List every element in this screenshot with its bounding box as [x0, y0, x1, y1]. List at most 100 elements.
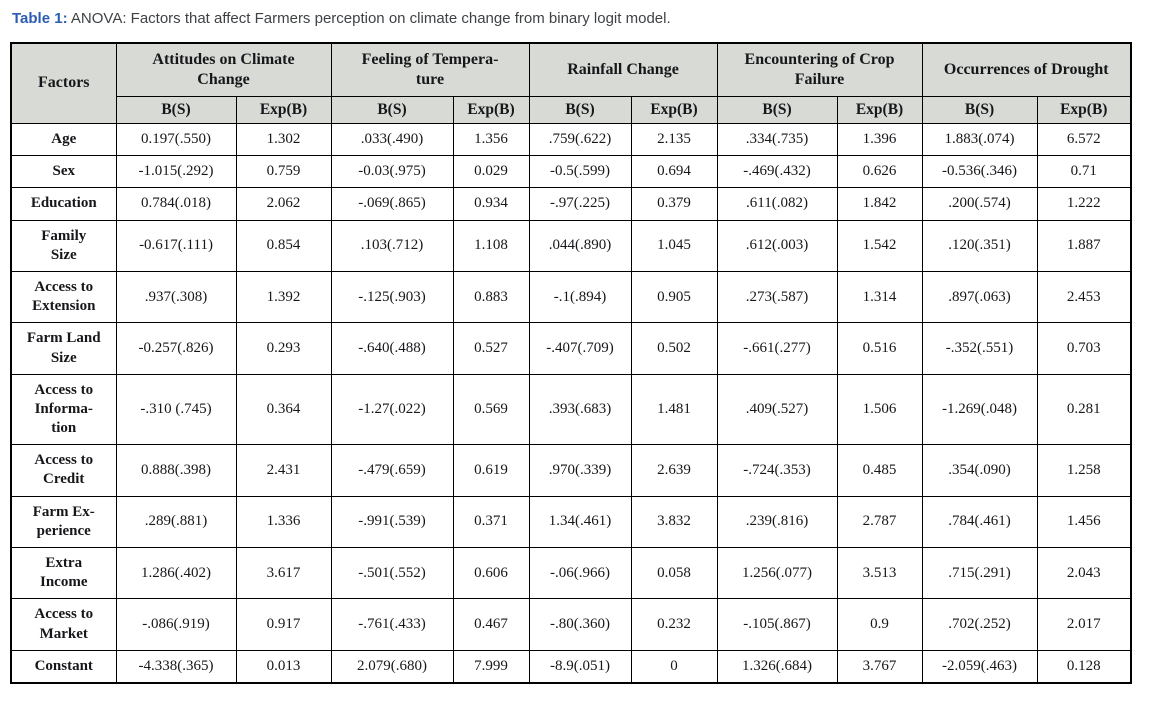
value-cell: -.086(.919): [115, 598, 237, 651]
expb-column-header: Exp(B): [452, 96, 530, 124]
value-cell: 0.883: [452, 270, 530, 324]
value-cell: 3.832: [630, 495, 718, 549]
value-cell: 0: [630, 649, 718, 684]
value-cell: -.469(.432): [716, 155, 838, 189]
factors-column-header: Factors: [10, 42, 117, 124]
column-group-header: Occurrences of Drought: [921, 42, 1132, 97]
column-group-header: Rainfall Change: [528, 42, 718, 97]
table-caption: Table 1: ANOVA: Factors that affect Farm…: [12, 9, 1142, 29]
header-group-row: Factors Attitudes on Climate Change Feeli…: [10, 42, 1132, 124]
factor-label: Constant: [10, 649, 117, 684]
table-caption-text: ANOVA: Factors that affect Farmers perce…: [67, 10, 671, 27]
value-cell: 0.934: [452, 187, 530, 221]
value-cell: 0.759: [235, 155, 332, 189]
value-cell: .970(.339): [528, 444, 632, 497]
value-cell: .409(.527): [716, 373, 838, 446]
value-cell: -0.5(.599): [528, 155, 632, 189]
table-row: Access to Credit 0.888(.398) 2.431 -.479(.…: [10, 444, 1132, 497]
value-cell: -0.257(.826): [115, 322, 237, 375]
value-cell: 2.017: [1036, 598, 1132, 651]
value-cell: -.069(.865): [330, 187, 454, 221]
value-cell: 0.502: [630, 322, 718, 375]
value-cell: -.991(.539): [330, 495, 454, 549]
value-cell: 1.392: [235, 270, 332, 324]
expb-column-header: Exp(B): [836, 96, 923, 124]
table-row: Access to Market -.086(.919) 0.917 -.761(.…: [10, 598, 1132, 651]
value-cell: 2.135: [630, 122, 718, 157]
value-cell: 1.256(.077): [716, 546, 838, 600]
value-cell: .239(.816): [716, 495, 838, 549]
value-cell: .200(.574): [921, 187, 1038, 221]
bs-column-header: B(S): [921, 96, 1038, 124]
table-row: Family Size -0.617(.111) 0.854.103(.712) 1…: [10, 219, 1132, 272]
table-row: Farm Ex- perience .289(.881) 1.336 -.991(.…: [10, 495, 1132, 549]
value-cell: 1.481: [630, 373, 718, 446]
value-cell: 0.293: [235, 322, 332, 375]
value-cell: 0.905: [630, 270, 718, 324]
value-cell: -1.269(.048): [921, 373, 1038, 446]
value-cell: 0.485: [836, 444, 923, 497]
value-cell: 0.854: [235, 219, 332, 272]
value-cell: -.407(.709): [528, 322, 632, 375]
value-cell: -.352(.551): [921, 322, 1038, 375]
value-cell: 0.516: [836, 322, 923, 375]
value-cell: .103(.712): [330, 219, 454, 272]
value-cell: .033(.490): [330, 122, 454, 157]
value-cell: .289(.881): [115, 495, 237, 549]
value-cell: 0.71: [1036, 155, 1132, 189]
value-cell: 0.371: [452, 495, 530, 549]
factor-label: Farm Land Size: [10, 322, 117, 375]
value-cell: -.761(.433): [330, 598, 454, 651]
bs-column-header: B(S): [528, 96, 632, 124]
value-cell: 1.456: [1036, 495, 1132, 549]
value-cell: 0.626: [836, 155, 923, 189]
factor-label: Access to Informa- tion: [10, 373, 117, 446]
value-cell: 0.9: [836, 598, 923, 651]
value-cell: .784(.461): [921, 495, 1038, 549]
value-cell: 0.281: [1036, 373, 1132, 446]
value-cell: .611(.082): [716, 187, 838, 221]
factor-label: Access to Market: [10, 598, 117, 651]
table-row: Sex -1.015(.292) 0.759 -0.03(.975) 0.029 -0.…: [10, 155, 1132, 189]
value-cell: 0.703: [1036, 322, 1132, 375]
factor-label: Age: [10, 122, 117, 157]
factor-label: Family Size: [10, 219, 117, 272]
value-cell: 2.431: [235, 444, 332, 497]
value-cell: -.501(.552): [330, 546, 454, 600]
value-cell: .120(.351): [921, 219, 1038, 272]
value-cell: 1.542: [836, 219, 923, 272]
value-cell: 1.326(.684): [716, 649, 838, 684]
factor-label: Farm Ex- perience: [10, 495, 117, 549]
table-row: Access to Extension .937(.308) 1.392 -.125…: [10, 270, 1132, 324]
value-cell: 3.617: [235, 546, 332, 600]
table-caption-label: Table 1:: [12, 10, 68, 27]
value-cell: .759(.622): [528, 122, 632, 157]
table-row: Constant -4.338(.365) 0.013 2.079(.680) 7.9…: [10, 649, 1132, 684]
value-cell: 0.013: [235, 649, 332, 684]
value-cell: -.661(.277): [716, 322, 838, 375]
value-cell: 0.527: [452, 322, 530, 375]
header-sub-row: B(S) Exp(B) B(S) Exp(B) B(S) Exp(B) B(S) Exp(B)…: [11, 96, 1132, 124]
value-cell: -0.03(.975): [330, 155, 454, 189]
value-cell: 0.467: [452, 598, 530, 651]
factor-label: Education: [10, 187, 117, 221]
value-cell: -.105(.867): [716, 598, 838, 651]
value-cell: -.1(.894): [528, 270, 632, 324]
value-cell: 0.888(.398): [115, 444, 237, 497]
value-cell: 1.396: [836, 122, 923, 157]
value-cell: 2.062: [235, 187, 332, 221]
factor-label: Extra Income: [10, 546, 117, 600]
value-cell: -.479(.659): [330, 444, 454, 497]
factor-label: Sex: [10, 155, 117, 189]
value-cell: .937(.308): [115, 270, 237, 324]
value-cell: 1.045: [630, 219, 718, 272]
value-cell: -0.536(.346): [921, 155, 1038, 189]
bs-column-header: B(S): [716, 96, 838, 124]
factor-label: Access to Credit: [10, 444, 117, 497]
expb-column-header: Exp(B): [1036, 96, 1132, 124]
value-cell: 1.506: [836, 373, 923, 446]
table-header: Factors Attitudes on Climate Change Feeli…: [10, 42, 1132, 124]
value-cell: 3.513: [836, 546, 923, 600]
value-cell: 0.379: [630, 187, 718, 221]
value-cell: 0.232: [630, 598, 718, 651]
